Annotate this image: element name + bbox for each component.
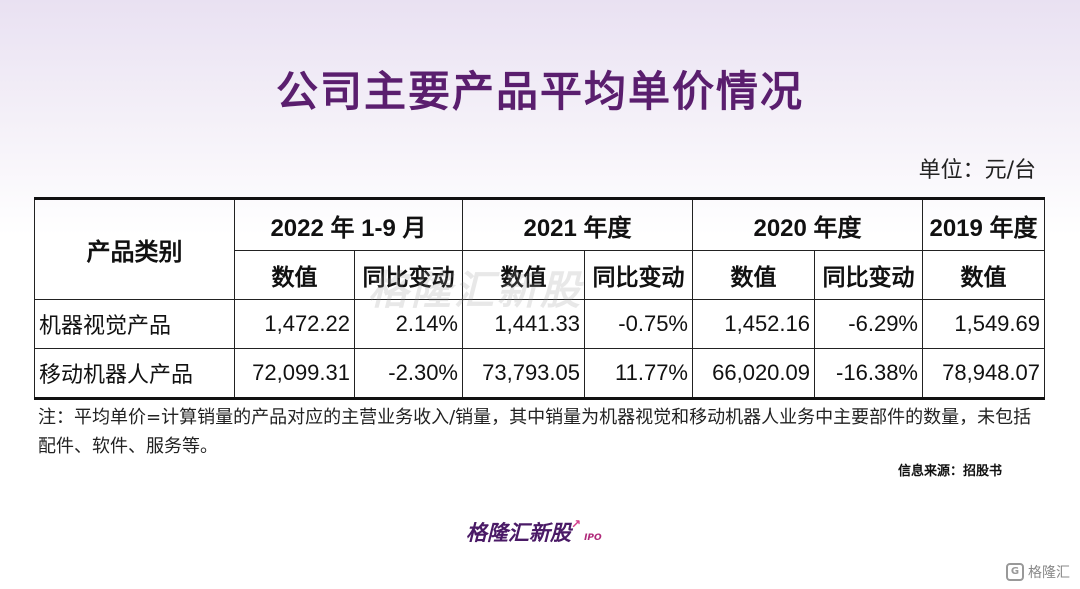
value-header: 数值: [234, 250, 355, 300]
value-header: 数值: [692, 250, 815, 300]
table-cell: 2.14%: [354, 299, 463, 349]
table-cell: -16.38%: [814, 348, 923, 400]
table-cell: 78,948.07: [922, 348, 1045, 400]
header-row-periods: 产品类别 2022 年 1-9 月 2021 年度 2020 年度 2019 年…: [34, 198, 1045, 300]
value-header: 数值: [462, 250, 585, 300]
brand-suffix: IPO: [584, 533, 602, 543]
change-header: 同比变动: [354, 250, 463, 300]
table-cell: 1,452.16: [692, 299, 815, 349]
row-label: 移动机器人产品: [34, 348, 235, 400]
period-header: 2019 年度: [922, 198, 1045, 251]
table-cell: 1,441.33: [462, 299, 585, 349]
corner-logo: G 格隆汇: [1006, 562, 1070, 582]
row-label: 机器视觉产品: [34, 299, 235, 349]
table-cell: 72,099.31: [234, 348, 355, 400]
price-table: 产品类别 2022 年 1-9 月 2021 年度 2020 年度 2019 年…: [34, 197, 1045, 400]
brand-logo: 格隆汇新股↗IPO: [466, 517, 602, 547]
table-row: 移动机器人产品 72,099.31 -2.30% 73,793.05 11.77…: [34, 348, 1045, 400]
period-header: 2021 年度: [462, 198, 693, 251]
table-cell: 66,020.09: [692, 348, 815, 400]
table-cell: -2.30%: [354, 348, 463, 400]
value-header: 数值: [922, 250, 1045, 300]
arrow-icon: ↗: [571, 517, 582, 531]
table-cell: -6.29%: [814, 299, 923, 349]
table-cell: 1,549.69: [922, 299, 1045, 349]
footnote: 注：平均单价=计算销量的产品对应的主营业务收入/销量，其中销量为机器视觉和移动机…: [38, 407, 1032, 457]
table-cell: 11.77%: [584, 348, 693, 400]
table-row: 机器视觉产品 1,472.22 2.14% 1,441.33 -0.75% 1,…: [34, 299, 1045, 349]
source-label: 信息来源：招股书: [897, 464, 1002, 479]
g-logo-icon: G: [1006, 563, 1024, 581]
change-header: 同比变动: [814, 250, 923, 300]
table-cell: -0.75%: [584, 299, 693, 349]
brand-name: 格隆汇新股: [466, 521, 571, 545]
table-cell: 1,472.22: [234, 299, 355, 349]
corner-logo-text: 格隆汇: [1028, 565, 1070, 581]
period-header: 2020 年度: [692, 198, 923, 251]
table-cell: 73,793.05: [462, 348, 585, 400]
page-title: 公司主要产品平均单价情况: [275, 67, 804, 116]
change-header: 同比变动: [584, 250, 693, 300]
period-header: 2022 年 1-9 月: [234, 198, 463, 251]
unit-label: 单位：元/台: [918, 158, 1036, 183]
category-header: 产品类别: [34, 198, 235, 300]
